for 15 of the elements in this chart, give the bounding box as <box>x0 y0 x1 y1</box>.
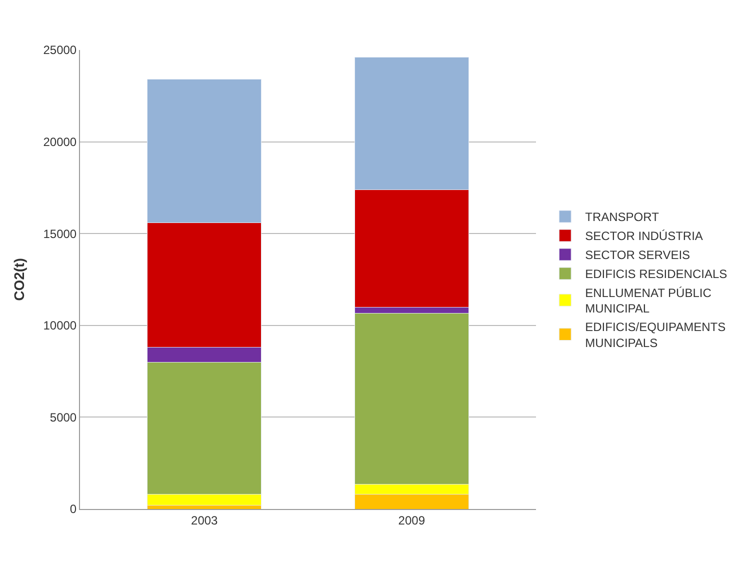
y-tick-label: 15000 <box>43 226 77 241</box>
y-tick-label: 0 <box>70 502 77 516</box>
y-tick-label: 25000 <box>43 43 77 58</box>
legend-label: EDIFICIS RESIDENCIALS <box>585 267 728 282</box>
y-axis-title: CO2(t) <box>10 258 27 301</box>
x-tick-label: 2009 <box>398 513 426 528</box>
legend-label: EDIFICIS/EQUIPAMENTS MUNICIPALS <box>585 320 726 350</box>
legend-label: SECTOR SERVEIS <box>585 248 690 262</box>
x-tick-label: 2003 <box>191 513 218 528</box>
legend-label: TRANSPORT <box>585 210 660 224</box>
legend-label: ENLLUMENAT PÚBLIC MUNICIPAL <box>585 286 712 316</box>
y-tick-label: 10000 <box>43 318 77 333</box>
y-tick-label: 5000 <box>50 410 77 424</box>
legend-label: SECTOR INDÚSTRIA <box>585 229 703 244</box>
y-tick-label: 20000 <box>43 135 77 149</box>
